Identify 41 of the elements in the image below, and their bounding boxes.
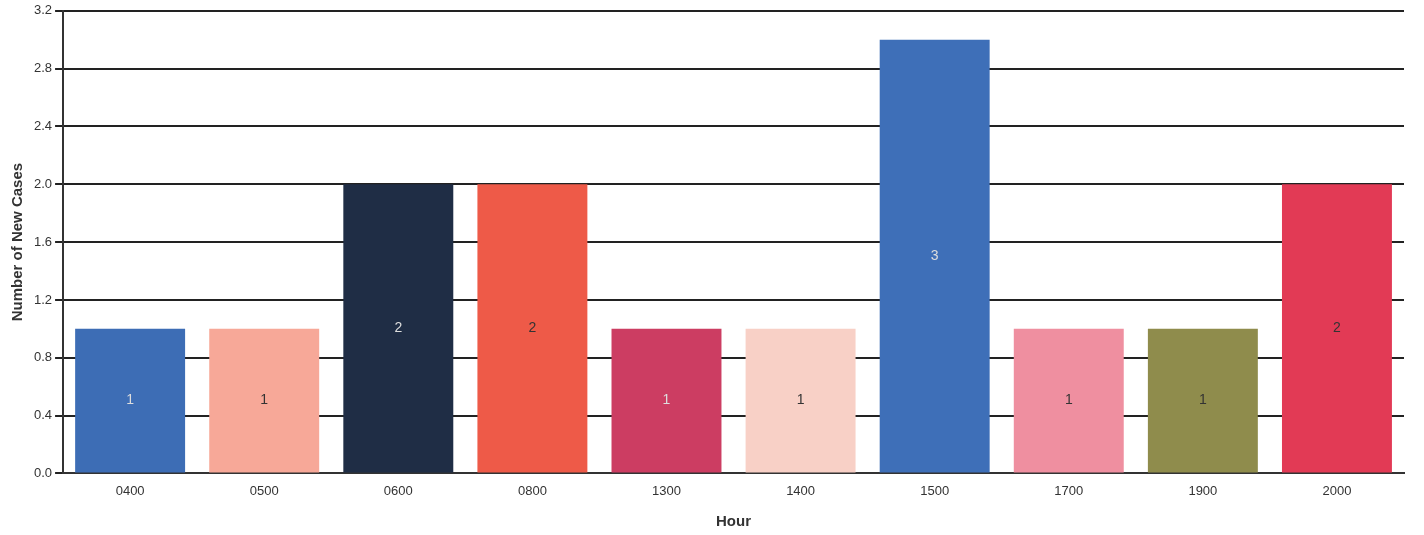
y-tick-label: 0.4 <box>33 407 53 423</box>
x-tick-label: 0600 <box>383 482 413 498</box>
y-tick-label: 1.2 <box>33 291 53 307</box>
bar <box>745 328 856 473</box>
x-tick-label: 0400 <box>115 482 145 498</box>
bar <box>1281 184 1392 473</box>
x-tick-label: 0800 <box>517 482 547 498</box>
bar <box>1013 328 1124 473</box>
x-axis-title: Hour <box>716 512 752 530</box>
data-label: 1 <box>796 391 805 408</box>
y-tick-label: 1.6 <box>33 233 53 249</box>
data-label: 1 <box>260 391 269 408</box>
x-tick-label: 1500 <box>920 482 950 498</box>
bar <box>477 184 588 473</box>
data-label: 2 <box>394 319 403 336</box>
y-axis-title: Number of New Cases <box>8 162 26 322</box>
bar <box>343 184 454 473</box>
data-label: 1 <box>126 391 135 408</box>
y-tick-label: 0.8 <box>33 349 53 365</box>
bar <box>1147 328 1258 473</box>
data-label: 1 <box>1198 391 1207 408</box>
y-tick-label: 2.0 <box>33 175 53 191</box>
x-tick-label: 2000 <box>1322 482 1352 498</box>
bar <box>209 328 320 473</box>
data-label: 1 <box>662 391 671 408</box>
data-label: 1 <box>1064 391 1073 408</box>
bar <box>75 328 186 473</box>
y-tick-label: 0.0 <box>33 464 53 480</box>
x-tick-label: 1900 <box>1188 482 1218 498</box>
y-tick-label: 2.8 <box>33 60 53 76</box>
bar <box>611 328 722 473</box>
y-tick-label: 2.4 <box>33 118 53 134</box>
data-label: 2 <box>528 319 537 336</box>
data-label: 2 <box>1333 319 1342 336</box>
data-label: 3 <box>930 246 939 263</box>
x-tick-label: 1300 <box>652 482 681 498</box>
y-tick-label: 3.2 <box>33 2 53 18</box>
x-tick-label: 1400 <box>786 482 816 498</box>
x-tick-label: 1700 <box>1054 482 1084 498</box>
x-tick-label: 0500 <box>249 482 279 498</box>
bar <box>879 39 990 473</box>
